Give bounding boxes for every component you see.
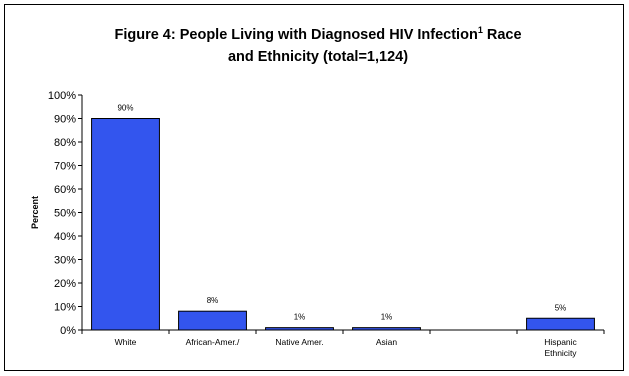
chart-title-text-1-tail: Race (482, 27, 522, 43)
data-label: 8% (207, 296, 219, 305)
y-tick-labels: 0% 10% 20% 30% 40% 50% 60% 70% 80% 90% 100% (48, 90, 76, 337)
y-tick-label: 90% (54, 114, 76, 126)
category-label: African-Amer./ (186, 337, 240, 347)
category-label: White (115, 337, 137, 347)
category-label: Native Amer. (275, 337, 323, 347)
y-axis-title: Percent (30, 196, 40, 229)
y-tick-label: 70% (54, 161, 76, 173)
data-labels: 90% 8% 1% 1% 5% (117, 104, 566, 322)
bar (91, 118, 160, 331)
chart-title-line-2: and Ethnicity (total=1,124) (227, 49, 409, 65)
y-tick-label: 40% (54, 231, 76, 243)
category-label: Ethnicity (544, 348, 577, 358)
y-tick-label: 10% (54, 302, 76, 314)
chart-title-footnote: 1 (477, 25, 483, 36)
y-tick-label: 80% (54, 137, 76, 149)
data-label: 1% (381, 313, 393, 322)
chart-title-text-1: Figure 4: People Living with Diagnosed H… (114, 27, 478, 43)
data-label: 5% (555, 303, 567, 312)
y-tick-label: 0% (60, 325, 76, 337)
y-tick-label: 100% (48, 90, 76, 102)
bar (526, 317, 595, 331)
category-label: Asian (376, 337, 398, 347)
data-label: 1% (294, 313, 306, 322)
category-labels: White African-Amer./ Native Amer. Asian Hisp… (115, 337, 578, 358)
y-tick-marks (78, 94, 605, 334)
bar (178, 310, 247, 331)
y-tick-label: 20% (54, 278, 76, 290)
y-tick-label: 60% (54, 184, 76, 196)
y-tick-label: 30% (54, 255, 76, 267)
data-label: 90% (117, 104, 133, 113)
chart-title: Figure 4: People Living with Diagnosed H… (40, 24, 596, 68)
y-tick-label: 50% (54, 208, 76, 220)
chart-title-line-1: Figure 4: People Living with Diagnosed H… (40, 24, 596, 46)
bars (91, 118, 595, 331)
category-label: Hispanic (544, 337, 577, 347)
